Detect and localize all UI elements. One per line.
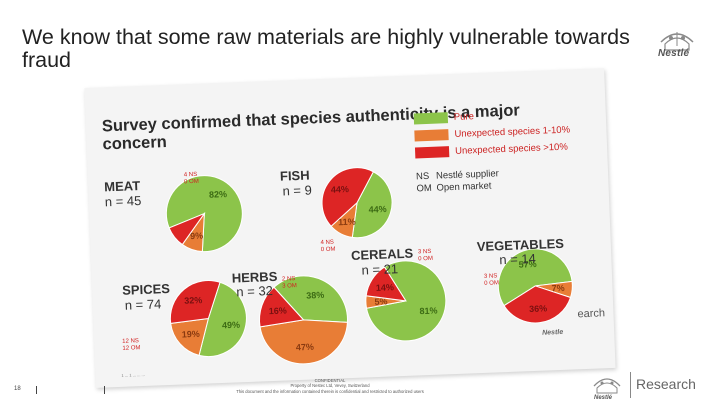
pie-title: VEGETABLES — [477, 236, 565, 254]
pie-slice — [365, 266, 407, 302]
legend-abbrev-ns: NS — [416, 171, 430, 182]
legend: Pure Unexpected species 1-10% Unexpected… — [413, 111, 571, 195]
logo-wordmark: Nestlé — [658, 48, 690, 59]
pie-source-note: 0 OM — [418, 256, 433, 263]
legend-label-low: Unexpected species 1-10% — [454, 124, 571, 139]
pie-title: MEAT — [104, 178, 140, 194]
footer-divider — [36, 386, 37, 394]
footer-divider — [104, 386, 105, 394]
pie-title: SPICES — [122, 281, 171, 298]
survey-heading-line2: concern — [102, 133, 167, 153]
pie-source-note: 3 NS — [418, 249, 432, 256]
pie-slice-label: 81% — [419, 305, 437, 316]
confidential-notice: CONFIDENTIAL Property of Nestec Ltd, Vev… — [200, 378, 460, 394]
confidential-line-3: This document and the information contai… — [236, 388, 424, 394]
pie-slice — [170, 317, 210, 356]
pie-source-note: 12 NS — [122, 338, 139, 345]
survey-image: Survey confirmed that species authentici… — [84, 68, 616, 388]
pie-n-label: n = 9 — [282, 182, 312, 198]
confidential-line-2: Property of Nestec Ltd, Vevey, Switzerla… — [290, 383, 370, 389]
pie-n-label: n = 45 — [105, 193, 142, 209]
pie-slice-label: 5% — [374, 296, 387, 306]
pie-slice — [497, 248, 573, 307]
pie-source-note: 4 NS — [320, 240, 334, 247]
legend-abbrev-om-value: Open market — [436, 181, 492, 194]
confidential-line-1: CONFIDENTIAL — [314, 378, 346, 383]
survey-footnote: 1 ... 1 ... ... ... — [121, 372, 145, 378]
pie-slice-label: 38% — [306, 290, 324, 301]
legend-label-high: Unexpected species >10% — [455, 142, 569, 157]
pie-slice-label: 19% — [182, 329, 200, 340]
survey-bottom-logo: Nestle — [542, 329, 563, 337]
pie-n-label: n = 21 — [361, 261, 398, 277]
pie-source-note: 3 NS — [484, 273, 498, 280]
legend-abbrev-om: OM — [416, 183, 432, 195]
page-number: 18 — [14, 386, 21, 392]
pie-slice-label: 14% — [376, 282, 394, 293]
pie-slice-label: 7% — [551, 283, 564, 293]
research-label: Research — [636, 376, 696, 392]
pie-source-note: 0 OM — [484, 280, 499, 287]
legend-swatch-high — [414, 146, 450, 159]
pie-title: FISH — [280, 168, 310, 184]
pie-slice-label: 32% — [184, 295, 202, 306]
pie-slice-label: 47% — [296, 342, 314, 353]
pie-source-note: 12 OM — [122, 345, 140, 352]
pie-source-note: 0 OM — [321, 247, 336, 254]
pie-slice — [259, 286, 305, 328]
survey-chart: Survey confirmed that species authentici… — [102, 101, 606, 378]
pie-slice — [273, 275, 348, 323]
pie-slice-label: 9% — [190, 231, 203, 241]
pie-slice-label: 57% — [518, 259, 536, 270]
pie-source-note: 0 OM — [184, 179, 199, 186]
pie-n-label: n = 32 — [236, 283, 273, 299]
pie-source-note: 3 OM — [282, 283, 297, 290]
nestle-nest-icon — [593, 378, 621, 394]
pie-slice-label: 36% — [529, 303, 547, 314]
legend-label-pure: Pure — [454, 111, 474, 123]
logo-separator — [630, 372, 631, 398]
legend-abbrev-ns-value: Nestlé supplier — [436, 168, 499, 181]
pie-slice — [321, 167, 375, 227]
legend-swatch-low — [414, 129, 449, 142]
pie-slice-label: 49% — [222, 320, 240, 331]
pie-slice — [198, 281, 247, 357]
bottom-logo-wordmark: Nestlé — [594, 395, 613, 401]
legend-swatch-pure — [413, 112, 449, 125]
pie-title: HERBS — [232, 269, 278, 286]
pie-slice-label: 44% — [369, 204, 387, 215]
pie-slice — [503, 285, 572, 324]
pie-slice — [351, 171, 393, 239]
pie-slice-label: 11% — [338, 217, 356, 228]
pie-source-note: 2 NS — [282, 276, 296, 283]
pie-slice-label: 16% — [269, 306, 287, 317]
pie-n-label: n = 74 — [125, 296, 162, 312]
pie-slice-label: 82% — [209, 189, 227, 200]
pie-source-note: 4 NS — [184, 172, 198, 179]
survey-right-edge-text: earch — [577, 307, 605, 320]
pie-n-label: n = 14 — [499, 251, 536, 267]
nestle-logo-icon — [660, 32, 694, 51]
pie-slice — [168, 212, 206, 246]
pie-slice — [169, 280, 221, 324]
pie-slice-label: 44% — [331, 184, 349, 195]
slide-title: We know that some raw materials are high… — [22, 25, 630, 72]
pie-title: CEREALS — [351, 246, 414, 263]
pie-slice — [259, 319, 348, 365]
